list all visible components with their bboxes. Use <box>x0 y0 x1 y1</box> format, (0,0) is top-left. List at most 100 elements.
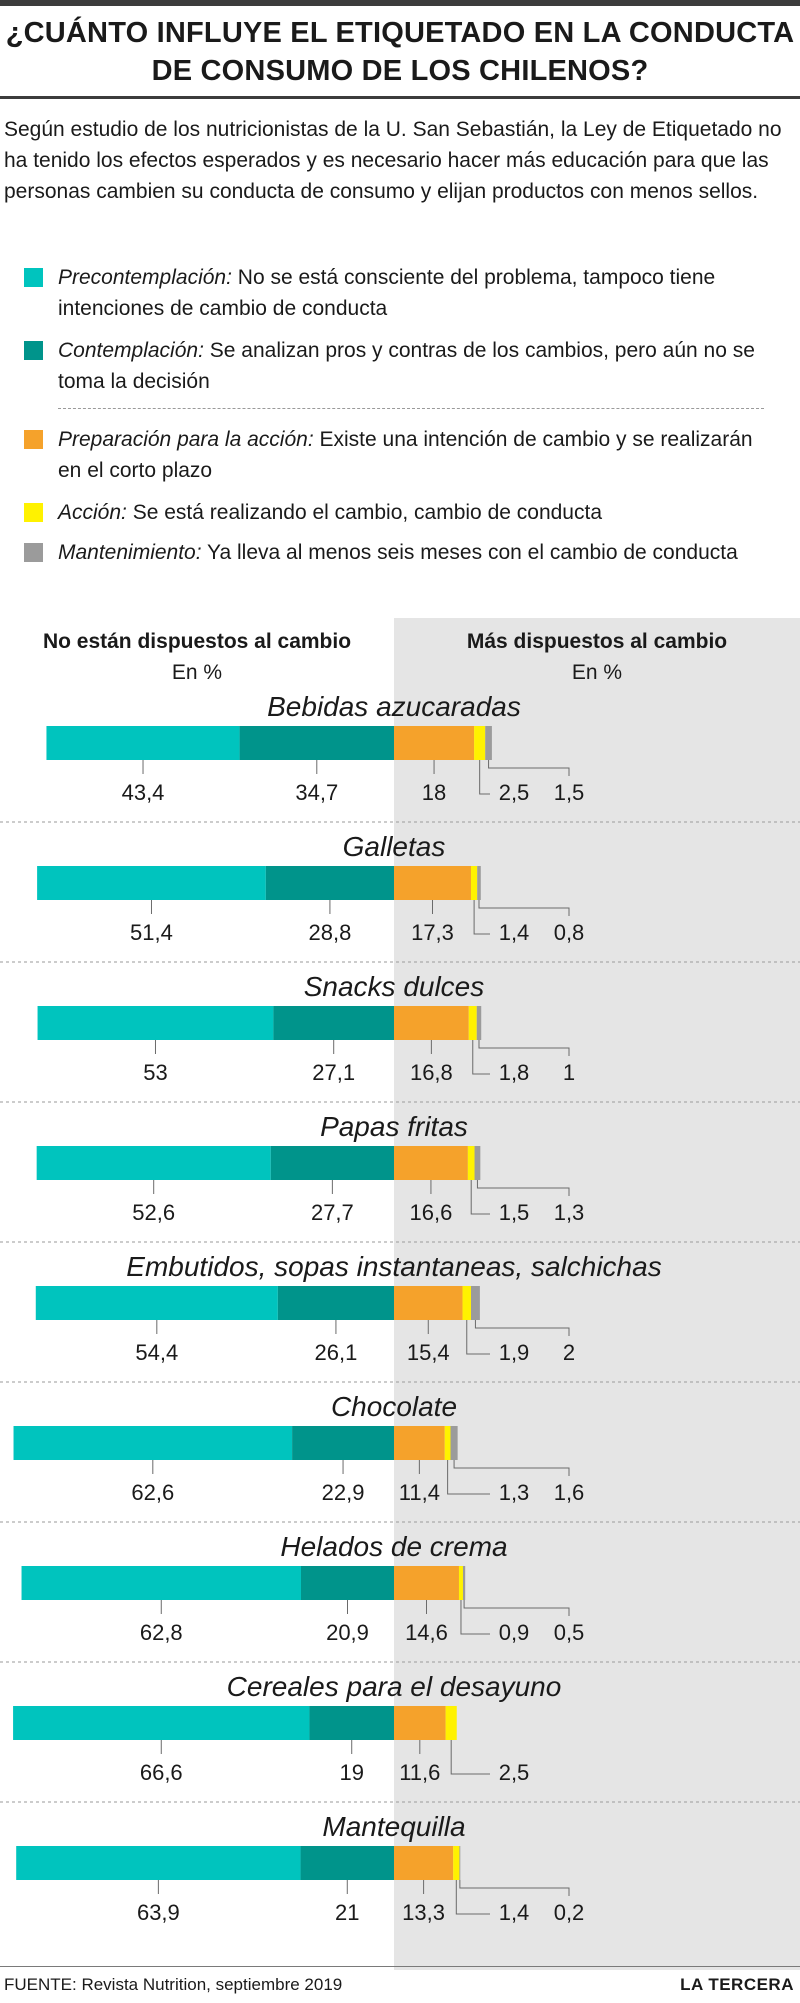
legend-desc: No se está consciente del problema, tamp… <box>58 266 716 320</box>
legend-term: Contemplación: <box>58 339 204 362</box>
value-label-precontemplacion: 43,4 <box>122 780 165 805</box>
value-label-contemplacion: 27,7 <box>311 1200 354 1225</box>
category-label: Embutidos, sopas instantaneas, salchicha… <box>126 1251 661 1282</box>
value-label-contemplacion: 34,7 <box>295 780 338 805</box>
value-leader <box>455 1880 490 1915</box>
value-label-precontemplacion: 53 <box>143 1060 167 1085</box>
value-label-mantenimiento: 1,5 <box>554 780 585 805</box>
publisher-brand: LA TERCERA <box>680 1975 794 1994</box>
bar-segment-preparacion <box>394 1846 454 1880</box>
value-label-contemplacion: 27,1 <box>312 1060 355 1085</box>
value-leader <box>478 900 570 916</box>
bar-segment-mantenimiento <box>470 1286 480 1320</box>
bar-segment-preparacion <box>394 1566 459 1600</box>
footer-rule <box>0 1966 800 1967</box>
value-label-contemplacion: 22,9 <box>322 1480 365 1505</box>
legend-item-contemplacion: Contemplación: Se analizan pros y contra… <box>24 335 774 397</box>
bar-segment-mantenimiento <box>459 1846 461 1880</box>
legend-term: Precontemplación: <box>58 266 232 289</box>
bar-segment-precontemplacion <box>16 1846 301 1880</box>
right-column-unit: En % <box>571 661 623 684</box>
bar-segment-preparacion <box>394 726 475 760</box>
top-rule <box>0 0 800 6</box>
bar-segment-accion <box>470 866 478 900</box>
legend-desc: Se está realizando el cambio, cambio de … <box>132 501 602 524</box>
left-column-unit: En % <box>171 661 223 684</box>
bar-segment-mantenimiento <box>474 1146 481 1180</box>
value-label-contemplacion: 28,8 <box>309 920 352 945</box>
page-title: ¿CUÁNTO INFLUYE EL ETIQUETADO EN LA COND… <box>5 17 795 87</box>
legend-item-mantenimiento: Mantenimiento: Ya lleva al menos seis me… <box>24 537 774 568</box>
value-label-precontemplacion: 63,9 <box>137 1900 180 1925</box>
bar-segment-precontemplacion <box>37 866 266 900</box>
bar-segment-preparacion <box>394 1706 446 1740</box>
category-label: Papas fritas <box>320 1111 468 1142</box>
title-rule <box>0 96 800 99</box>
category-label: Mantequilla <box>322 1811 465 1842</box>
legend-desc: Se analizan pros y contras de los cambio… <box>58 339 755 393</box>
value-leader <box>447 1460 490 1495</box>
value-label-accion: 1,4 <box>499 1900 530 1925</box>
bar-segment-accion <box>468 1006 477 1040</box>
value-leader <box>459 1880 570 1896</box>
value-label-mantenimiento: 1,3 <box>554 1200 585 1225</box>
bar-segment-preparacion <box>394 1426 445 1460</box>
value-label-accion: 1,3 <box>499 1480 530 1505</box>
value-label-preparacion: 14,6 <box>405 1620 448 1645</box>
value-label-preparacion: 17,3 <box>411 920 454 945</box>
bar-segment-mantenimiento <box>476 1006 482 1040</box>
legend-desc: Existe una intención de cambio y se real… <box>58 428 753 482</box>
bar-segment-preparacion <box>394 1286 463 1320</box>
value-label-contemplacion: 21 <box>335 1900 359 1925</box>
value-label-precontemplacion: 62,8 <box>140 1620 183 1645</box>
bar-segment-contemplacion <box>292 1426 394 1460</box>
value-label-mantenimiento: 0,2 <box>554 1900 585 1925</box>
value-label-preparacion: 11,6 <box>399 1760 440 1785</box>
value-leader <box>488 760 570 776</box>
category-label: Chocolate <box>331 1391 457 1422</box>
bar-segment-mantenimiento <box>477 866 481 900</box>
category-label: Helados de crema <box>280 1531 507 1562</box>
bar-segment-mantenimiento <box>485 726 492 760</box>
category-label: Snacks dulces <box>304 971 485 1002</box>
bar-segment-contemplacion <box>300 1846 394 1880</box>
value-leader <box>479 760 490 795</box>
value-label-preparacion: 13,3 <box>402 1900 445 1925</box>
bar-segment-contemplacion <box>300 1566 394 1600</box>
value-leader <box>463 1600 570 1616</box>
category-label: Cereales para el desayuno <box>227 1671 562 1702</box>
bar-segment-accion <box>458 1566 463 1600</box>
value-label-preparacion: 16,6 <box>410 1200 453 1225</box>
value-label-preparacion: 15,4 <box>407 1340 450 1365</box>
value-label-mantenimiento: 0,5 <box>554 1620 585 1645</box>
bar-segment-contemplacion <box>270 1146 394 1180</box>
legend-term: Mantenimiento: <box>58 541 202 564</box>
bar-segment-contemplacion <box>265 866 394 900</box>
value-leader <box>460 1600 490 1635</box>
value-leader <box>470 1180 490 1215</box>
legend-item-preparacion: Preparación para la acción: Existe una i… <box>24 424 774 486</box>
value-label-contemplacion: 26,1 <box>315 1340 358 1365</box>
bar-segment-contemplacion <box>239 726 394 760</box>
source-note: FUENTE: Revista Nutrition, septiembre 20… <box>4 1975 343 1994</box>
bar-segment-precontemplacion <box>13 1426 293 1460</box>
bar-segment-precontemplacion <box>46 726 240 760</box>
value-leader <box>474 1320 570 1336</box>
value-leader <box>478 1040 570 1056</box>
value-leader <box>453 1460 570 1476</box>
legend-swatch <box>24 430 43 449</box>
bar-segment-mantenimiento <box>462 1566 466 1600</box>
value-label-preparacion: 18 <box>422 780 446 805</box>
value-label-preparacion: 16,8 <box>410 1060 453 1085</box>
bar-segment-accion <box>474 726 486 760</box>
bar-segment-precontemplacion <box>21 1566 301 1600</box>
bar-segment-accion <box>462 1286 471 1320</box>
legend-desc: Ya lleva al menos seis meses con el camb… <box>207 541 738 564</box>
legend-term: Acción: <box>58 501 127 524</box>
value-label-accion: 2,5 <box>499 780 530 805</box>
value-leader <box>466 1320 490 1355</box>
value-label-mantenimiento: 1,6 <box>554 1480 585 1505</box>
value-leader <box>476 1180 570 1196</box>
value-label-preparacion: 11,4 <box>399 1480 440 1505</box>
legend-term: Preparación para la acción: <box>58 428 314 451</box>
